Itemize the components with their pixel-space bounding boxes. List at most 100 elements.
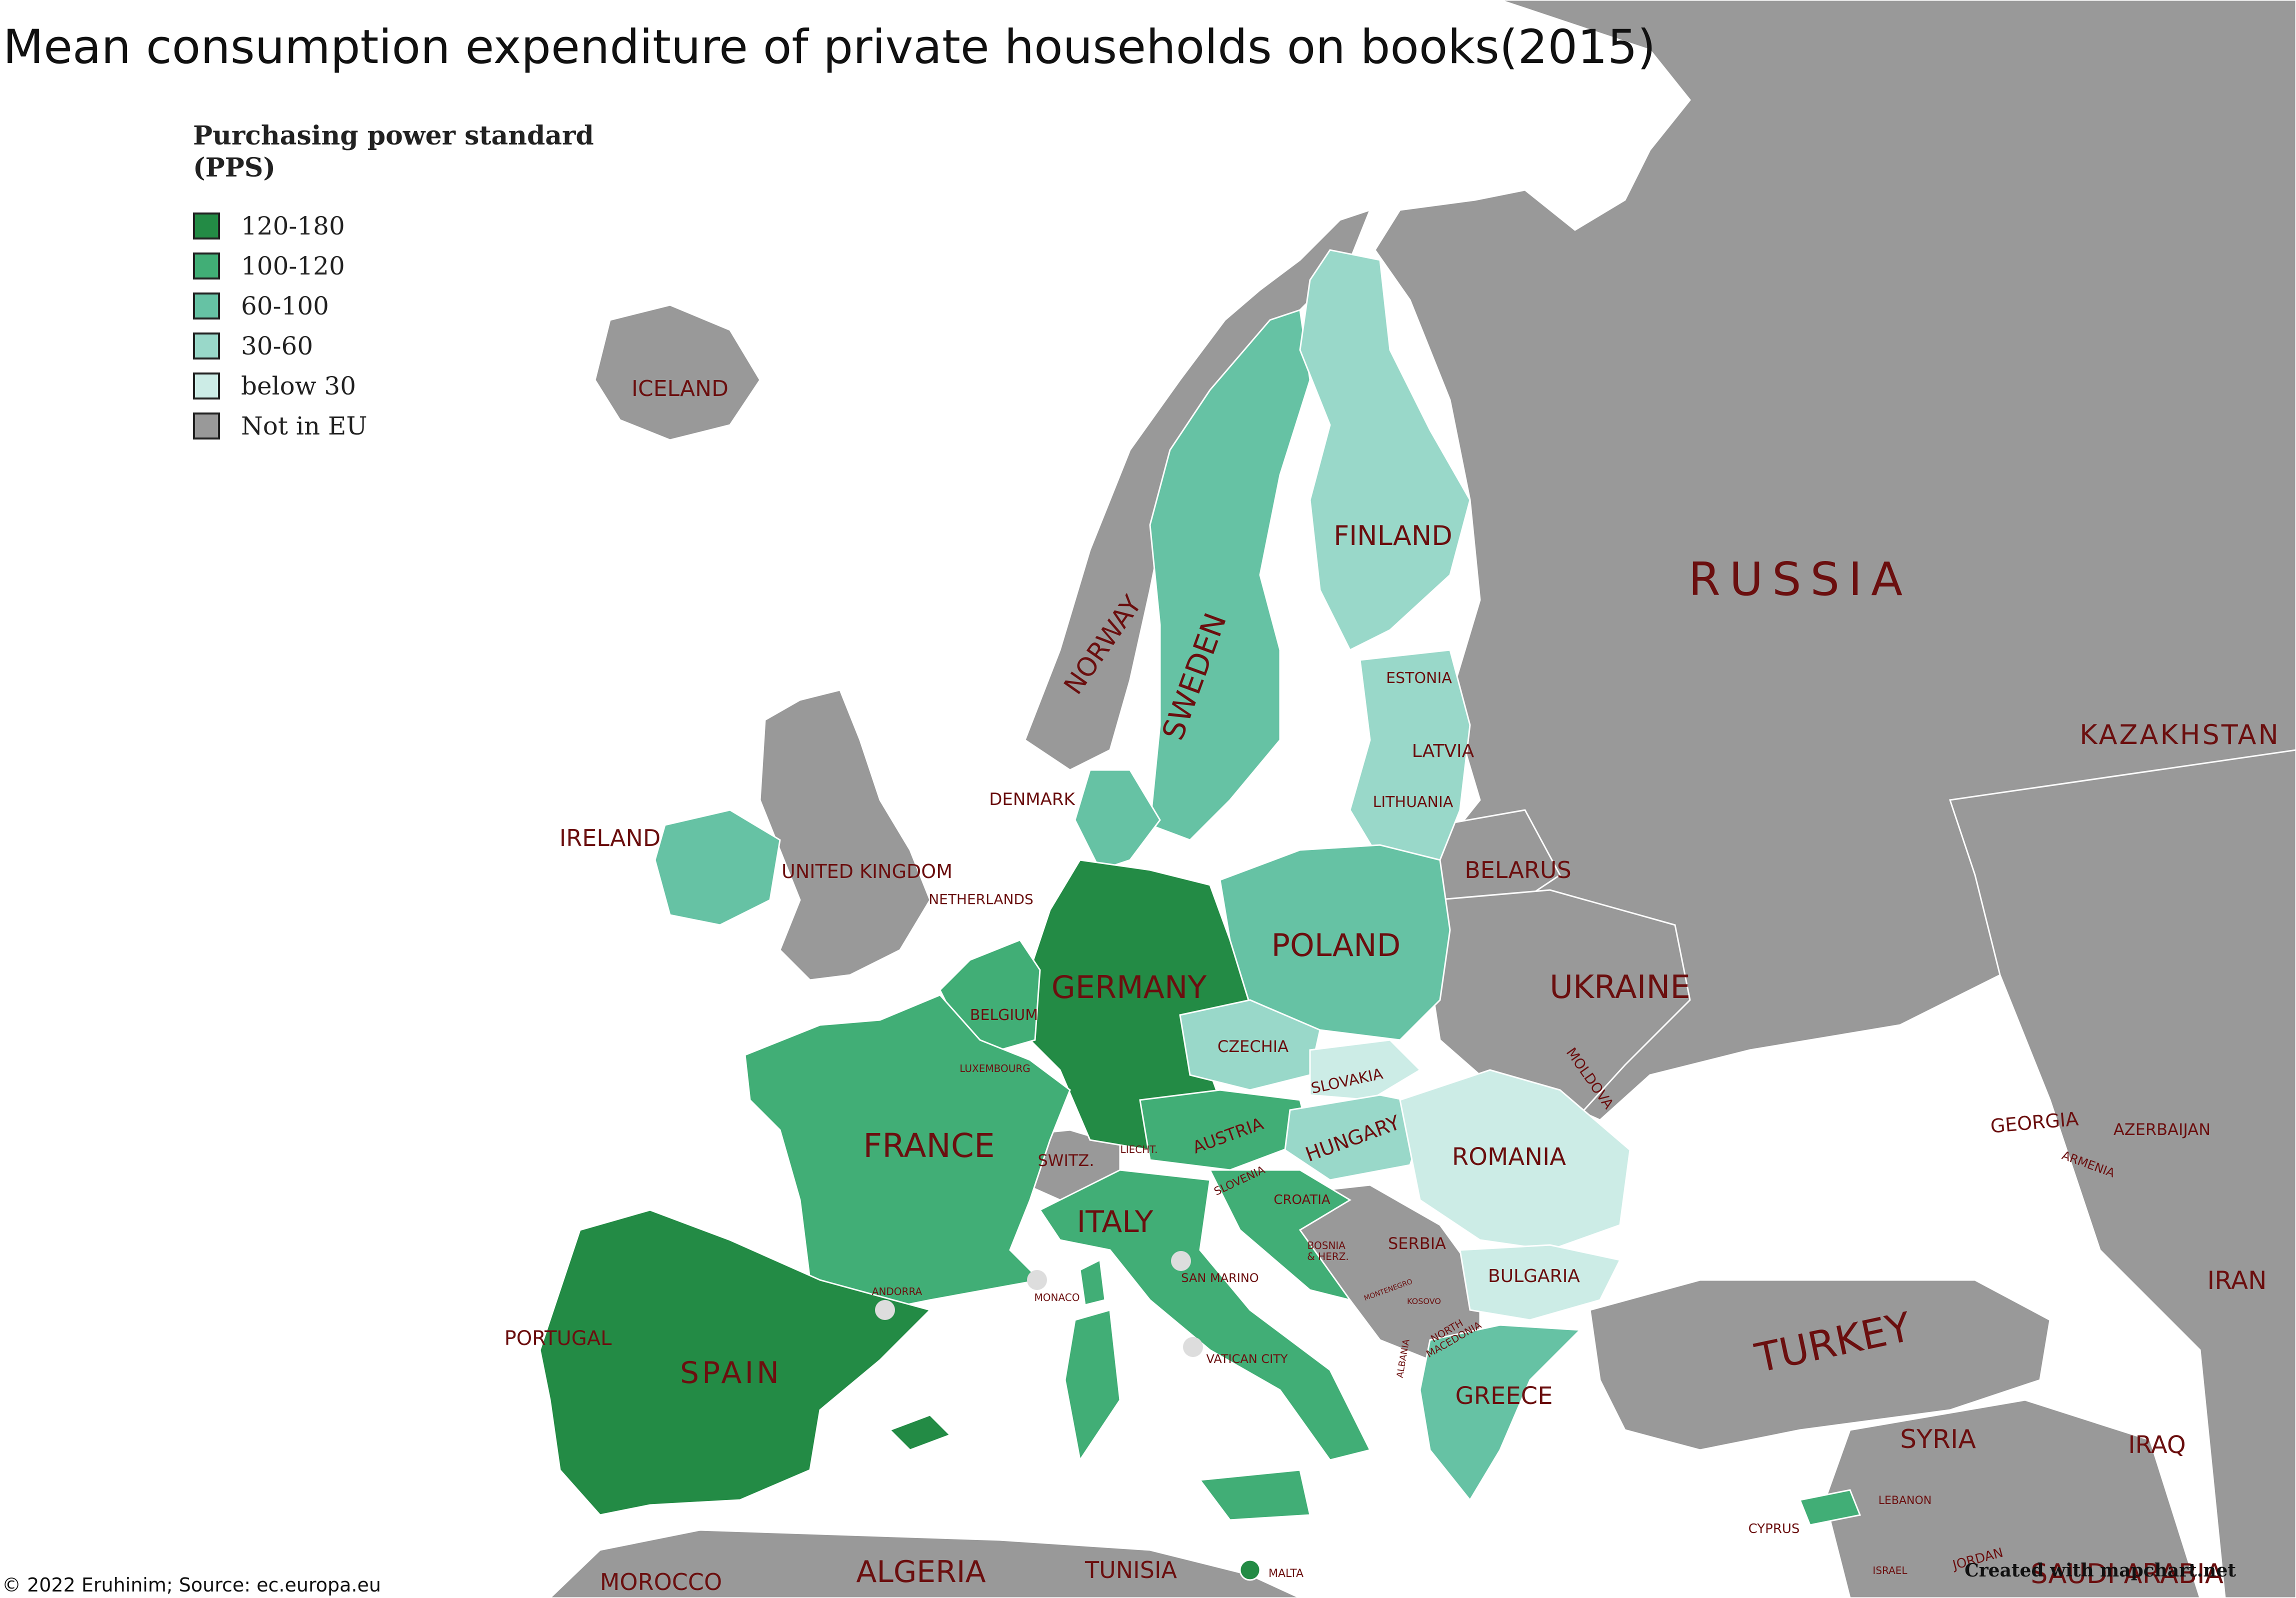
region-greece (1419, 1324, 1582, 1502)
legend-item: Not in EU (193, 406, 683, 446)
label-liechtenstein: LIECHT. (1120, 1144, 1158, 1156)
label-greece: GREECE (1455, 1382, 1552, 1410)
region-france (744, 994, 1071, 1311)
legend-swatch (193, 372, 220, 400)
region-sicily (1198, 1469, 1311, 1521)
label-ireland: IRELAND (560, 824, 661, 852)
label-bosnia-line1: BOSNIA (1308, 1240, 1346, 1252)
label-serbia: SERBIA (1388, 1234, 1446, 1253)
label-croatia: CROATIA (1274, 1192, 1330, 1208)
region-denmark (1074, 769, 1161, 871)
label-lebanon: LEBANON (1878, 1494, 1932, 1507)
label-algeria: ALGERIA (856, 1554, 986, 1590)
legend-swatch (193, 332, 220, 360)
label-bosnia: BOSNIA & HERZ. (1307, 1240, 1349, 1262)
legend-title-line1: Purchasing power standard (193, 120, 594, 151)
label-italy: ITALY (1077, 1204, 1154, 1240)
label-denmark: DENMARK (989, 790, 1076, 810)
region-cyprus (1798, 1489, 1862, 1526)
legend-swatch (193, 412, 220, 440)
legend-label: 120-180 (241, 212, 345, 240)
label-finland: FINLAND (1334, 520, 1452, 552)
region-croatia-slovenia (1208, 1169, 1352, 1302)
label-latvia: LATVIA (1412, 741, 1474, 762)
eu-regions (539, 249, 1862, 1581)
label-united-kingdom: UNITED KINGDOM (782, 860, 952, 882)
region-turkey (1589, 1279, 2051, 1451)
page-title: Mean consumption expenditure of private … (3, 20, 1656, 74)
region-bulgaria (1459, 1244, 1622, 1321)
label-czechia: CZECHIA (1218, 1037, 1288, 1056)
legend-item: 60-100 (193, 286, 683, 326)
marker-san-marino (1171, 1251, 1191, 1271)
label-russia: RUSSIA (1688, 552, 1912, 606)
label-andorra: ANDORRA (872, 1286, 922, 1298)
label-belarus: BELARUS (1464, 856, 1572, 884)
region-hungary (1284, 1094, 1431, 1181)
label-romania: ROMANIA (1452, 1143, 1566, 1171)
region-malta (1239, 1559, 1261, 1581)
marker-monaco (1027, 1270, 1047, 1290)
legend-title: Purchasing power standard (PPS) (193, 120, 683, 184)
label-switzerland: SWITZ. (1038, 1151, 1094, 1170)
region-north-africa (548, 1529, 1300, 1598)
label-kosovo: KOSOVO (1407, 1296, 1441, 1306)
legend-swatch (193, 252, 220, 280)
region-finland (1299, 249, 1471, 652)
label-netherlands: NETHERLANDS (928, 891, 1034, 908)
marker-vatican (1183, 1337, 1203, 1357)
label-lithuania: LITHUANIA (1373, 794, 1454, 811)
marker-andorra (875, 1300, 895, 1320)
label-saudi-arabia: SAUDI ARABIA (2030, 1558, 2224, 1590)
label-kazakhstan: KAZAKHSTAN (2080, 719, 2280, 750)
mapchart-credit: Created with mapchart.net (1964, 1560, 2236, 1581)
label-poland: POLAND (1272, 927, 1401, 964)
label-azerbaijan: AZERBAIJAN (2114, 1120, 2210, 1139)
region-sardinia (1064, 1309, 1121, 1462)
label-tunisia: TUNISIA (1084, 1556, 1178, 1584)
label-vatican: VATICAN CITY (1206, 1352, 1288, 1366)
region-ireland (654, 809, 781, 926)
label-bosnia-line2: & HERZ. (1307, 1250, 1349, 1262)
label-iceland: ICELAND (632, 376, 728, 402)
label-monaco: MONACO (1034, 1292, 1080, 1304)
microstate-markers (875, 1251, 1203, 1357)
region-united-kingdom (759, 689, 931, 981)
legend-label: below 30 (241, 372, 356, 400)
label-bulgaria: BULGARIA (1488, 1266, 1580, 1286)
region-kazakhstan (1949, 749, 2296, 1598)
legend-item: 100-120 (193, 246, 683, 286)
label-luxembourg: LUXEMBOURG (960, 1062, 1030, 1074)
label-morocco: MOROCCO (600, 1568, 722, 1596)
label-iran: IRAN (2207, 1266, 2266, 1295)
region-italy (1038, 1169, 1372, 1461)
label-israel: ISRAEL (1872, 1564, 1908, 1576)
label-france: FRANCE (863, 1126, 994, 1165)
legend-title-line2: (PPS) (193, 152, 276, 183)
region-balearics (888, 1414, 952, 1451)
legend: Purchasing power standard (PPS) 120-180 … (193, 120, 683, 446)
label-estonia: ESTONIA (1386, 670, 1452, 687)
label-ukraine: UKRAINE (1550, 969, 1690, 1006)
region-iceland (594, 304, 761, 441)
legend-item: below 30 (193, 366, 683, 406)
legend-label: Not in EU (241, 412, 368, 440)
legend-swatch (193, 292, 220, 320)
region-slovakia (1309, 1039, 1422, 1101)
legend-label: 100-120 (241, 252, 345, 280)
source-credit: © 2022 Eruhinim; Source: ec.europa.eu (2, 1574, 381, 1596)
label-malta: MALTA (1268, 1568, 1304, 1580)
region-romania (1399, 1069, 1631, 1251)
label-syria: SYRIA (1900, 1424, 1976, 1454)
legend-label: 30-60 (241, 332, 314, 360)
region-norway (1024, 208, 1372, 771)
legend-swatch (193, 212, 220, 240)
region-corsica (1079, 1258, 1106, 1306)
label-portugal: PORTUGAL (504, 1327, 612, 1350)
legend-label: 60-100 (241, 292, 329, 320)
region-iberia (539, 1209, 932, 1516)
label-germany: GERMANY (1052, 969, 1207, 1006)
legend-item: 30-60 (193, 326, 683, 366)
legend-item: 120-180 (193, 206, 683, 246)
